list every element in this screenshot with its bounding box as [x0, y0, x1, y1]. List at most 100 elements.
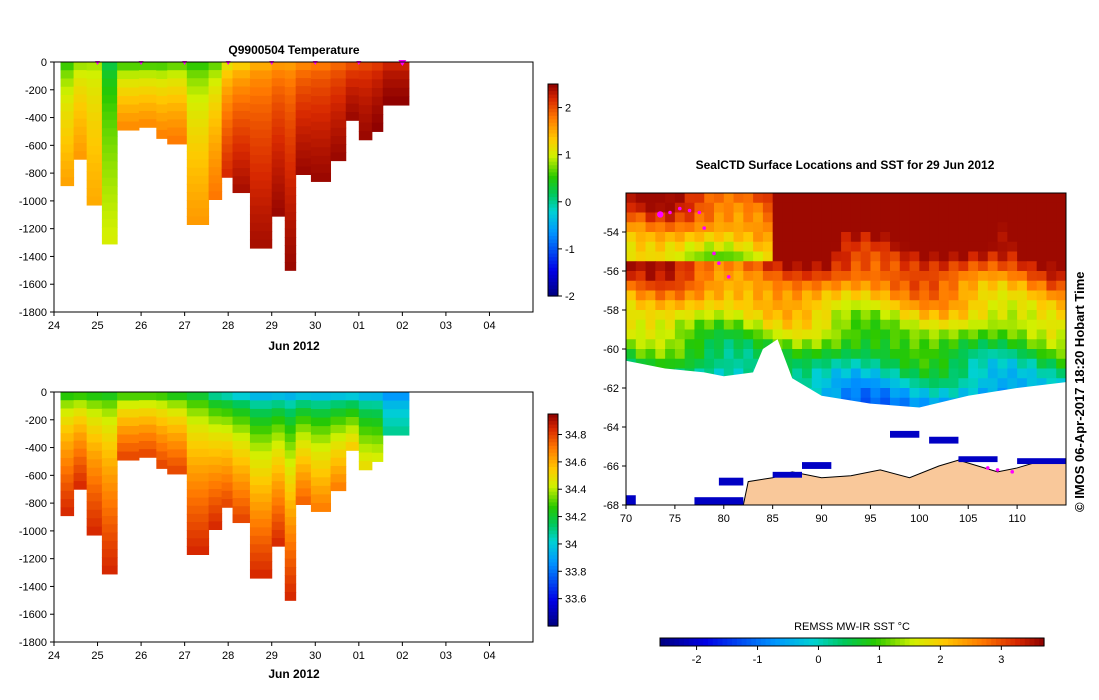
profile-cell [60, 507, 75, 517]
profile-cell [60, 94, 75, 104]
colorbar-swatch [548, 558, 558, 563]
sst-cell [635, 339, 647, 350]
sst-cell [1026, 378, 1038, 389]
sst-cell [655, 193, 666, 204]
profile-cell [271, 167, 286, 177]
profile-cell [117, 451, 140, 461]
colorbar-swatch [548, 555, 558, 560]
profile-cell [284, 162, 297, 171]
profile-cell [271, 497, 286, 507]
sst-cell [890, 358, 901, 370]
lon-tick-label: 75 [669, 513, 681, 525]
profile-cell [310, 164, 332, 174]
sst-cell [978, 261, 989, 272]
sst-cell [870, 358, 881, 370]
colorbar-swatch [548, 168, 558, 173]
profile-cell [371, 435, 384, 445]
profile-cell [345, 87, 360, 96]
profile-cell [345, 103, 360, 113]
profile-cell [60, 466, 75, 475]
sst-cell [870, 261, 881, 272]
profile-cell [310, 147, 332, 157]
profile-cell [101, 466, 118, 476]
profile-cell [295, 86, 312, 95]
profile-cell [156, 451, 168, 461]
profile-cell [186, 465, 210, 474]
sst-cell [684, 212, 696, 223]
profile-cell [249, 197, 273, 207]
sst-cell [929, 232, 940, 243]
profile-cell [249, 451, 273, 461]
sst-cell [841, 251, 852, 262]
profile-cell [232, 135, 251, 145]
sst-cell [909, 349, 920, 360]
sst-cell [938, 222, 950, 233]
sst-cell [704, 232, 715, 243]
profile-cell [310, 460, 332, 470]
profile-cell [101, 119, 118, 129]
sst-cell [802, 290, 813, 301]
profile-cell [86, 104, 103, 113]
colorbar-swatch [548, 573, 558, 578]
sst-cell [919, 212, 930, 223]
sst-cell [870, 280, 881, 292]
profile-cell [101, 491, 118, 501]
sst-cell [762, 300, 774, 311]
sst-cell [870, 232, 881, 243]
profile-cell [382, 417, 410, 427]
sst-cell [870, 222, 881, 233]
profile-cell [186, 440, 210, 450]
sst-cell [938, 388, 950, 399]
sst-cell [821, 241, 832, 253]
sst-cell [1007, 251, 1018, 262]
profile-cell [101, 210, 118, 220]
profile-cell [232, 184, 251, 194]
profile-cell [345, 408, 360, 418]
sst-cell [792, 212, 803, 223]
colorbar-swatch [548, 477, 558, 482]
sst-cell [821, 378, 832, 389]
profile-cell [73, 102, 88, 112]
sst-cell [890, 310, 901, 321]
sst-cell [948, 202, 960, 214]
profile-cell [101, 235, 118, 245]
profile-cell [186, 135, 210, 144]
sst-cell [1046, 378, 1057, 389]
sst-cell [899, 319, 911, 331]
sst-cell [743, 193, 754, 204]
colorbar-tick-label: 1 [565, 150, 571, 162]
sst-cell [733, 193, 744, 204]
colorbar-swatch [1034, 638, 1040, 646]
sst-cell [968, 349, 979, 360]
sst-cell [674, 339, 686, 350]
sst-cell [938, 212, 950, 223]
profile-cell [295, 158, 312, 167]
sst-cell [890, 251, 901, 262]
sst-cell [1026, 241, 1038, 253]
profile-cell [232, 62, 251, 71]
sst-cell [850, 202, 862, 214]
sst-cell [841, 222, 852, 233]
sst-cell [1026, 290, 1038, 301]
sst-cell [626, 261, 637, 272]
x-tick-label: 25 [91, 650, 103, 662]
sst-cell [655, 339, 666, 350]
sst-cell [948, 212, 960, 223]
x-tick-label: 01 [353, 320, 365, 332]
profile-cell [156, 442, 168, 452]
sst-cell [870, 310, 881, 321]
sst-cell [880, 339, 891, 350]
profile-cell [271, 110, 286, 120]
sst-cell [802, 232, 813, 243]
sst-cell [968, 339, 979, 350]
profile-cell [295, 496, 312, 505]
sst-cell [694, 290, 705, 301]
profile-cell [208, 497, 223, 506]
colorbar-tick-label: 2 [565, 103, 571, 115]
lat-tick-label: -62 [603, 383, 619, 395]
profile-cell [221, 119, 234, 129]
sst-cell [899, 222, 911, 233]
sst-colorbar: -2 -1 0 1 2 3 [659, 637, 1045, 666]
profile-cell [295, 488, 312, 497]
sst-cell [1026, 222, 1038, 233]
